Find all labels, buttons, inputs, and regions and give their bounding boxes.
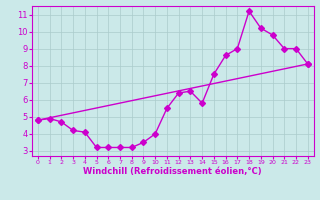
X-axis label: Windchill (Refroidissement éolien,°C): Windchill (Refroidissement éolien,°C) [84,167,262,176]
